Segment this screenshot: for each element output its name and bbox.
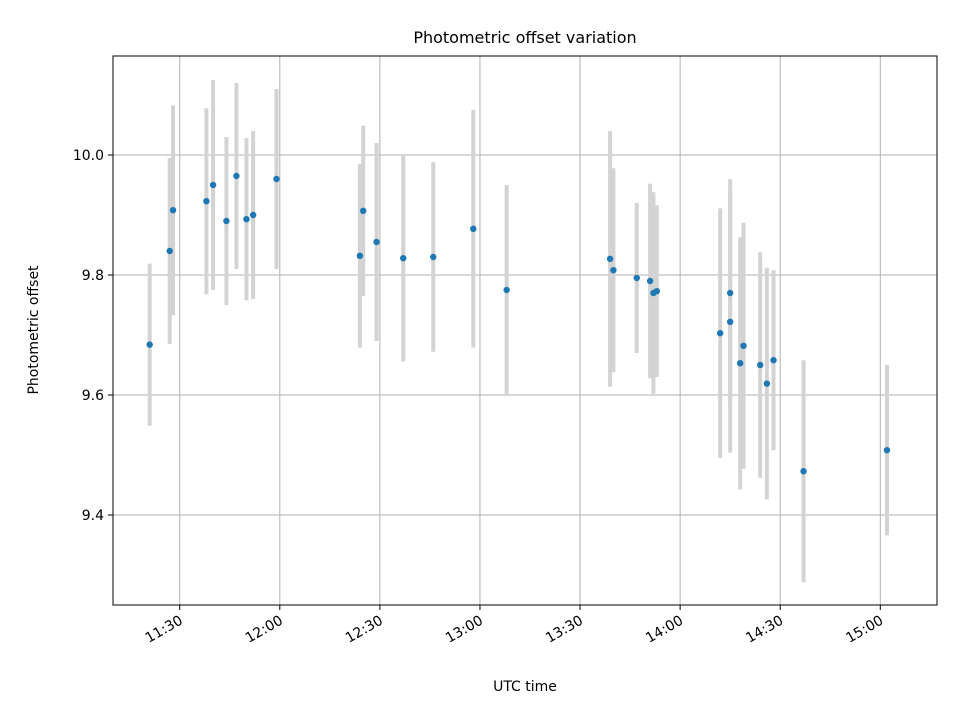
x-axis-label: UTC time	[493, 679, 557, 695]
data-point	[763, 380, 771, 387]
x-tick-label: 11:30	[143, 613, 186, 647]
x-axis-ticks: 11:30 12:00 12:30 13:00 13:30 14:00 14:30 15:00	[143, 605, 886, 647]
data-point	[736, 360, 744, 367]
x-tick-label: 13:30	[543, 613, 586, 647]
data-point	[356, 252, 364, 259]
data-point	[209, 181, 217, 189]
x-tick-label: 14:30	[743, 613, 786, 647]
grid	[113, 56, 937, 605]
data-point	[726, 318, 734, 325]
y-tick-label: 9.6	[82, 388, 104, 404]
y-tick-label: 9.8	[82, 268, 104, 284]
data-point	[716, 330, 724, 337]
data-point	[360, 207, 367, 214]
data-point	[503, 286, 510, 294]
data-point	[800, 468, 807, 475]
x-tick-label: 15:00	[843, 613, 886, 647]
data-point	[610, 267, 617, 274]
data-point	[146, 341, 153, 348]
data-point	[166, 247, 173, 255]
data-points	[146, 172, 891, 475]
data-point	[400, 255, 407, 262]
plot-frame	[112, 55, 938, 606]
y-tick-label: 10.0	[73, 148, 104, 164]
y-tick-label: 9.4	[82, 508, 104, 524]
data-point	[646, 277, 654, 285]
data-point	[633, 274, 640, 282]
data-point	[243, 216, 250, 223]
chart-title: Photometric offset variation	[413, 28, 636, 47]
data-point	[249, 211, 257, 219]
data-point	[169, 207, 177, 214]
data-point	[726, 289, 734, 297]
data-point	[233, 172, 240, 180]
y-axis-ticks: 9.4 9.6 9.8 10.0	[73, 148, 113, 524]
data-point	[223, 217, 230, 225]
data-point	[606, 255, 614, 262]
data-point	[756, 361, 764, 369]
data-point	[430, 253, 437, 261]
y-axis-label: Photometric offset	[26, 265, 42, 395]
data-point	[470, 225, 477, 232]
data-point	[770, 357, 777, 364]
x-tick-label: 12:30	[343, 613, 386, 647]
x-tick-label: 13:00	[443, 613, 486, 647]
data-point	[883, 447, 891, 454]
data-point	[653, 288, 660, 295]
x-tick-label: 14:00	[643, 613, 686, 647]
data-point	[273, 175, 280, 183]
x-tick-label: 12:00	[243, 613, 286, 647]
data-point	[740, 342, 747, 349]
data-point	[203, 198, 210, 205]
data-point	[373, 238, 380, 246]
